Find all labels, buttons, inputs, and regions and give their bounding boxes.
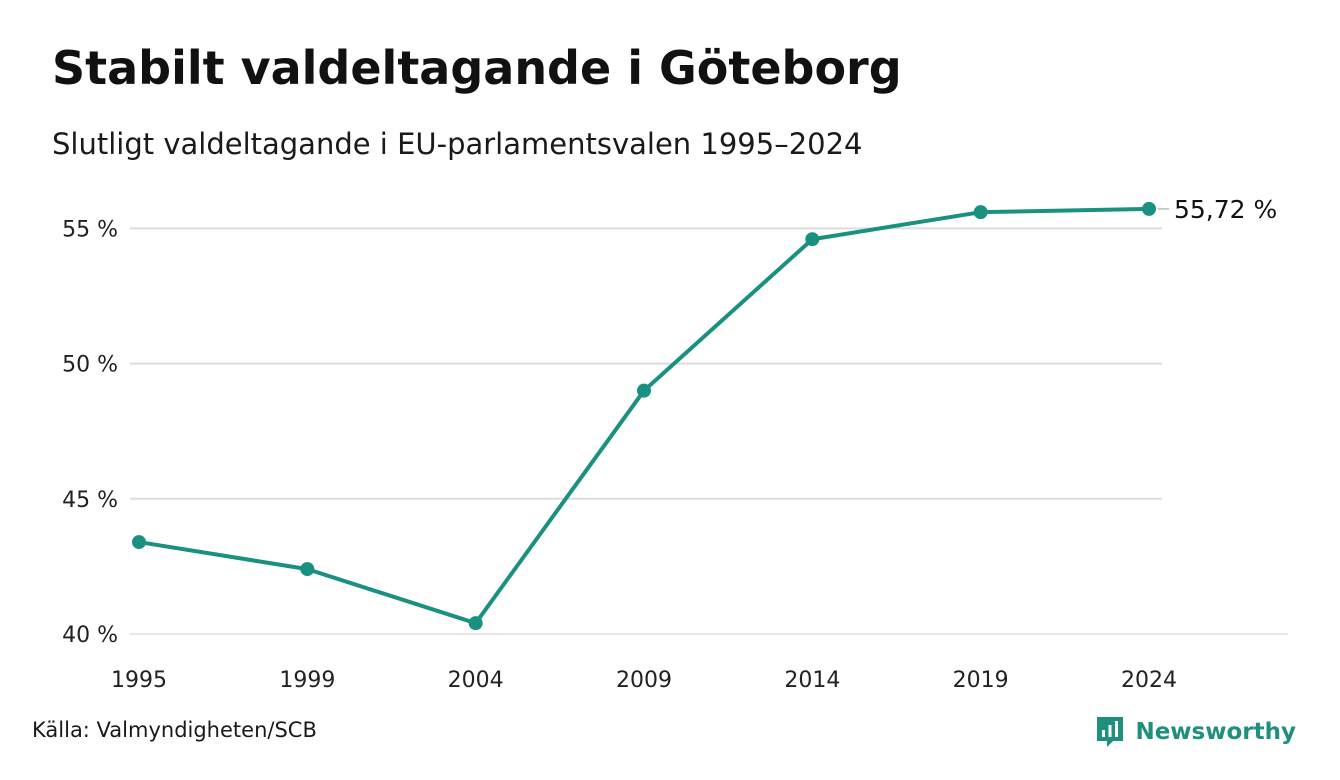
end-label-layer: 55,72 %: [1158, 195, 1277, 224]
series-line-layer: [137, 206, 1151, 626]
x-tick-label: 2009: [616, 668, 672, 693]
y-tick-label: 55 %: [62, 217, 118, 242]
x-tick-label: 2024: [1121, 668, 1177, 693]
y-tick-label: 45 %: [62, 488, 118, 513]
brand-logo: Newsworthy: [1095, 712, 1296, 752]
data-point: [468, 616, 483, 631]
data-point: [805, 232, 820, 247]
data-points: [132, 201, 1156, 631]
x-tick-label: 2004: [448, 668, 504, 693]
x-tick-label: 1999: [279, 668, 335, 693]
y-tick-label: 40 %: [62, 623, 118, 648]
y-tick-label: 50 %: [62, 353, 118, 378]
x-tick-label: 2014: [784, 668, 840, 693]
brand-name: Newsworthy: [1135, 719, 1296, 745]
data-point: [300, 562, 315, 577]
x-tick-label: 2019: [953, 668, 1009, 693]
chart-subtitle: Slutligt valdeltagande i EU-parlamentsva…: [52, 127, 863, 161]
x-tick-label: 1995: [111, 668, 167, 693]
x-axis-ticks: 1995 1999 2004 2009 2014 2019 2024: [111, 668, 1177, 693]
data-point: [132, 535, 146, 550]
end-value-label: 55,72 %: [1174, 195, 1277, 224]
chart-title: Stabilt valdeltagande i Göteborg: [52, 41, 902, 95]
data-point: [637, 383, 651, 398]
gridlines: [130, 227, 1288, 635]
data-point: [1142, 201, 1156, 216]
data-point: [973, 205, 988, 220]
series-line: [137, 206, 1151, 626]
source-note: Källa: Valmyndigheten/SCB: [32, 718, 317, 742]
newsworthy-logo-icon: [1097, 717, 1124, 747]
line-chart: 40 % 45 % 50 % 55 % 1995 1999 2004 2009 2014 201…: [62, 195, 1288, 693]
y-axis-ticks: 40 % 45 % 50 % 55 %: [62, 217, 118, 648]
